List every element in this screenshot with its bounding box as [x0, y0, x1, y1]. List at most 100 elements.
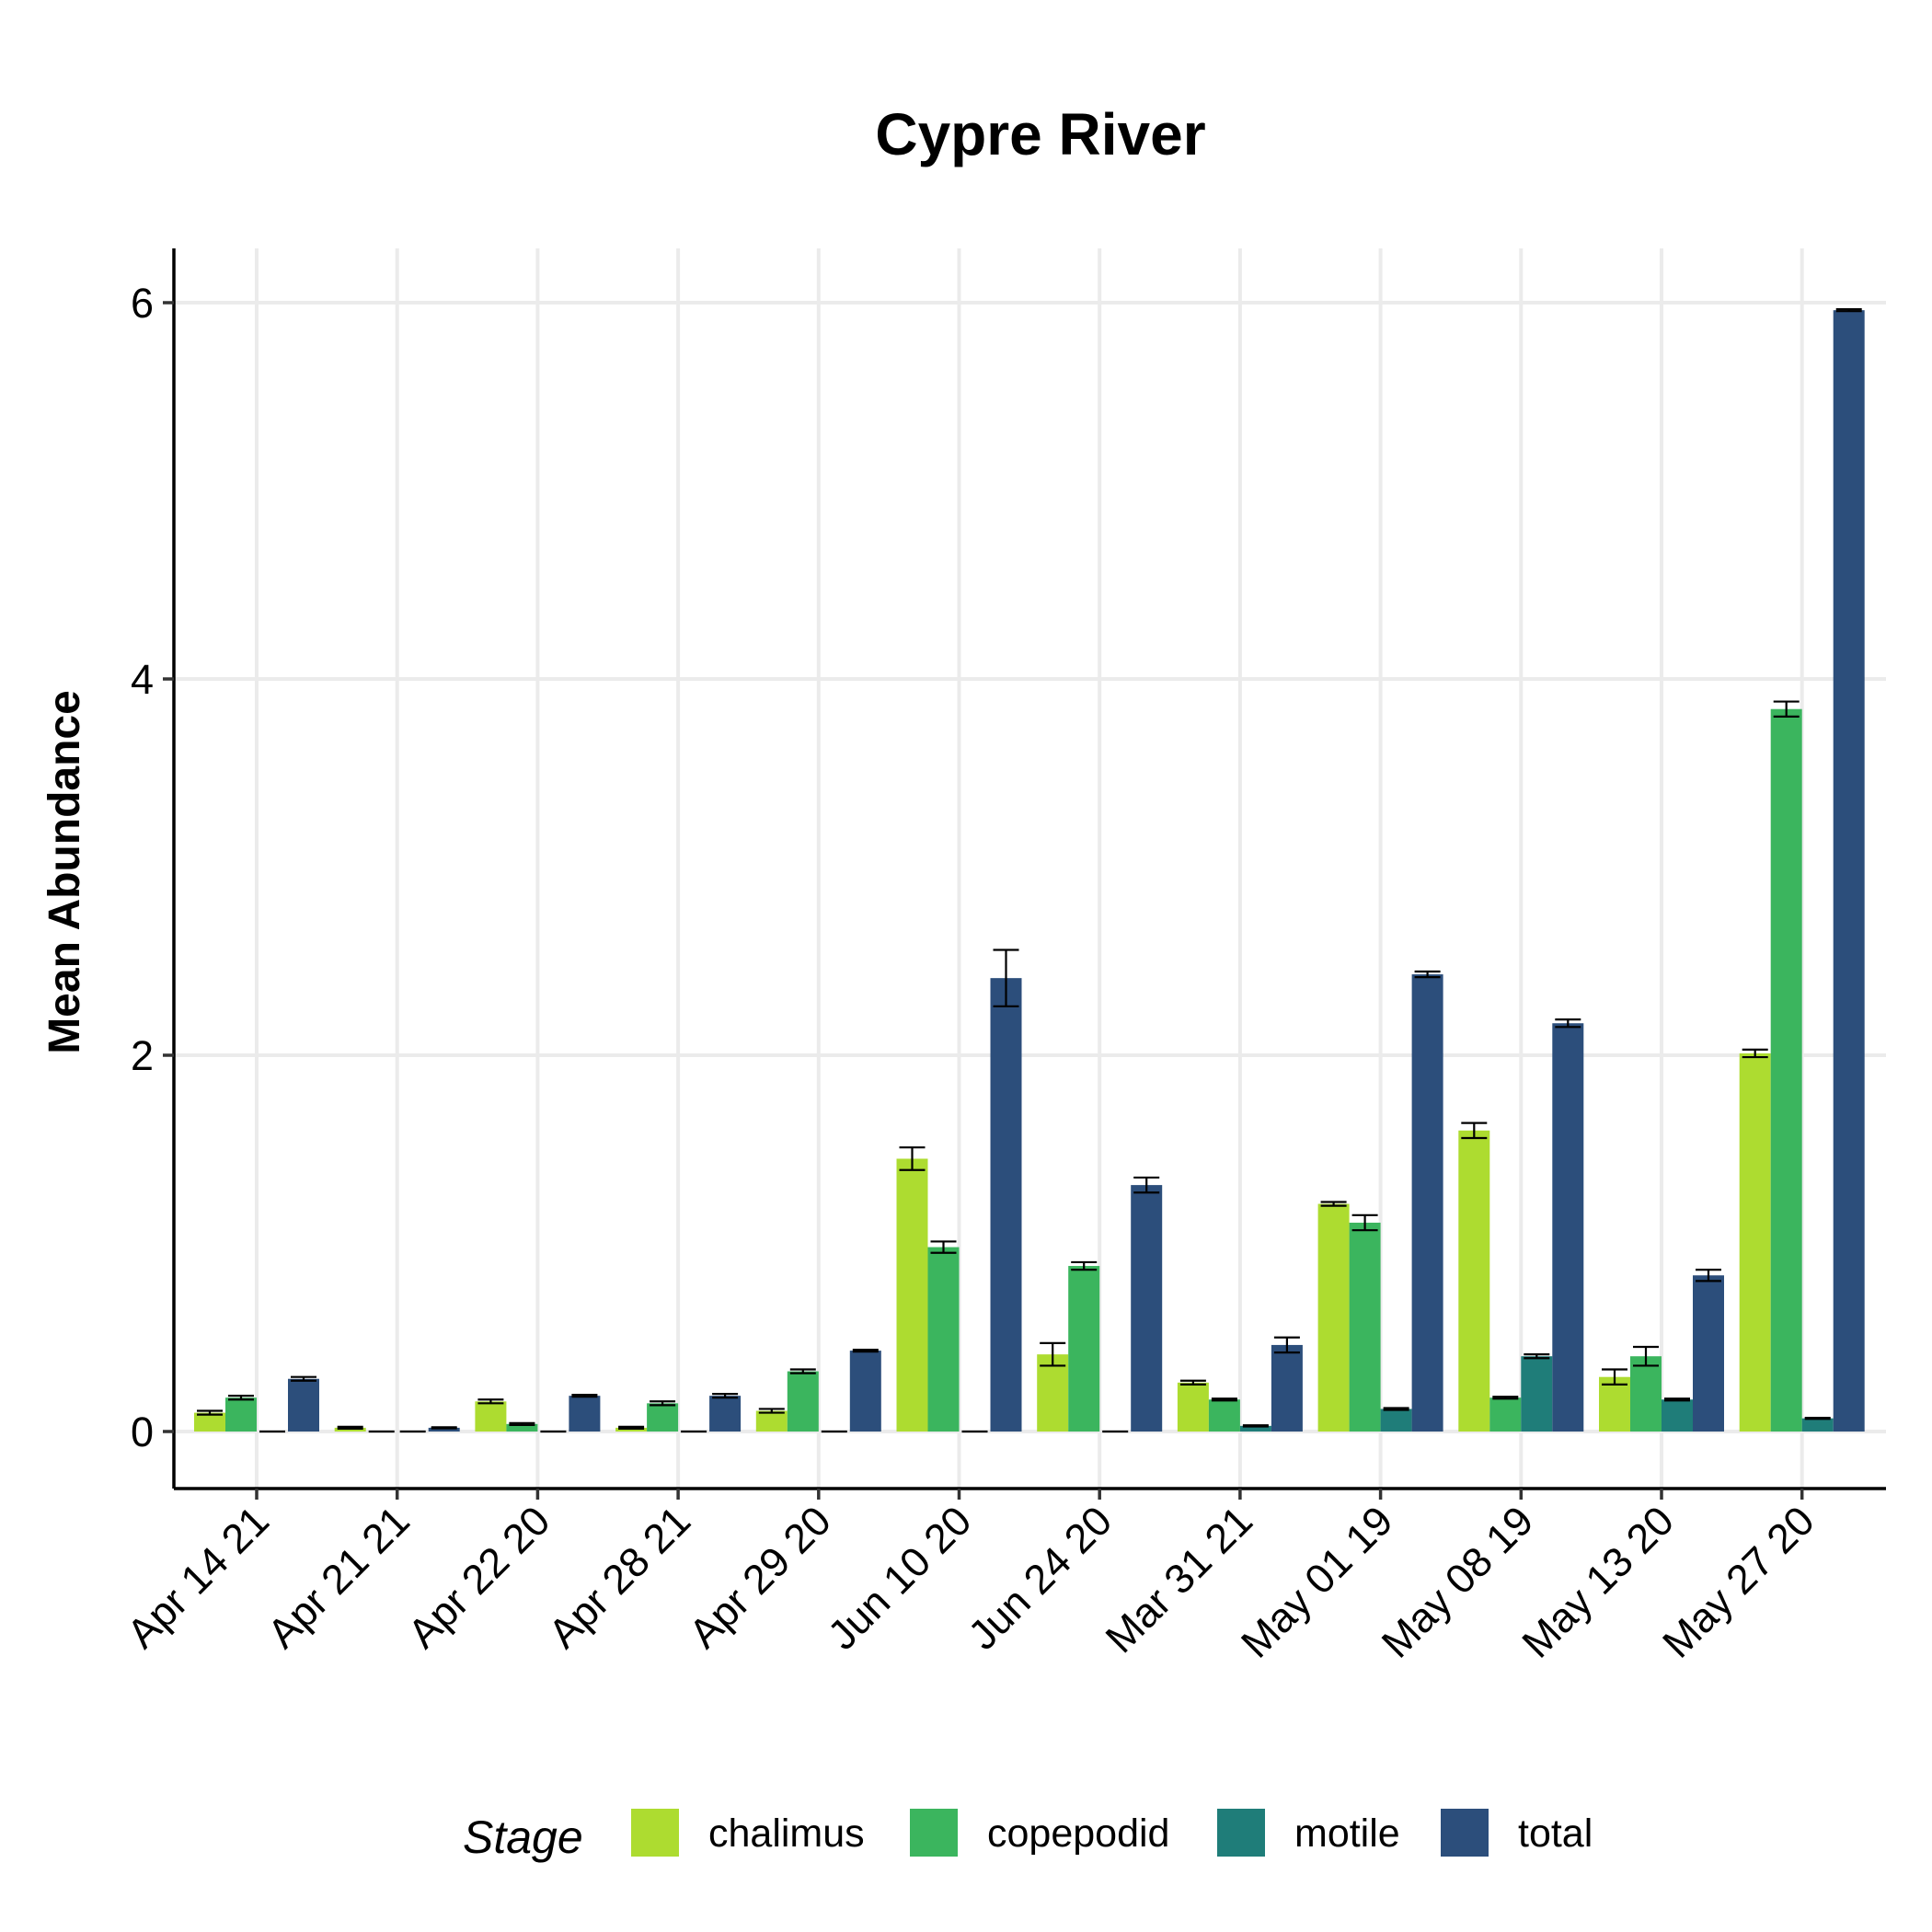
x-tick-label: Apr 29 20 — [680, 1497, 840, 1657]
error-bar — [1602, 1368, 1627, 1386]
bar-chalimus — [1317, 1203, 1350, 1432]
legend-label-copepodid: copepodid — [987, 1811, 1169, 1856]
grid-lines — [174, 248, 1886, 1489]
error-bar — [1773, 700, 1800, 719]
x-tick-label: Apr 22 20 — [398, 1497, 558, 1657]
bar-total — [1411, 974, 1443, 1432]
error-bar — [1524, 1353, 1550, 1360]
error-bar — [1351, 1213, 1378, 1232]
legend-title: Stage — [463, 1811, 583, 1863]
bars-group — [194, 310, 1865, 1432]
error-bar — [1242, 1424, 1269, 1428]
bar-total — [288, 1378, 319, 1432]
error-bar — [930, 1240, 957, 1254]
error-bar — [1071, 1260, 1098, 1271]
y-tick-label: 0 — [131, 1409, 154, 1455]
y-tick-label: 4 — [131, 656, 154, 703]
x-tick-label: May 13 20 — [1512, 1497, 1683, 1667]
legend-key-motile — [1217, 1809, 1265, 1857]
error-bar — [431, 1426, 457, 1430]
error-bar — [1742, 1048, 1768, 1059]
error-bar — [1211, 1397, 1237, 1402]
legend-label-chalimus: chalimus — [708, 1811, 865, 1856]
error-bar — [197, 1409, 223, 1416]
bar-motile — [1662, 1399, 1693, 1432]
bar-chalimus — [896, 1158, 928, 1432]
error-bar — [1492, 1396, 1519, 1400]
error-bar — [618, 1425, 645, 1431]
bar-copepodid — [1630, 1356, 1662, 1432]
bar-total — [1271, 1344, 1303, 1432]
bar-chalimus — [194, 1412, 225, 1432]
y-tick-label: 6 — [131, 280, 154, 327]
legend-label-total: total — [1518, 1811, 1593, 1856]
bar-copepodid — [1489, 1397, 1522, 1432]
y-tick-labels: 0 2 4 6 — [131, 280, 154, 1455]
bar-total — [1131, 1185, 1163, 1432]
error-bar — [337, 1425, 363, 1431]
bar-motile — [1380, 1409, 1412, 1432]
bar-motile — [1239, 1425, 1271, 1432]
x-tick-label: Apr 14 21 — [118, 1497, 278, 1657]
error-bar — [1696, 1269, 1721, 1282]
bar-total — [569, 1396, 601, 1432]
bar-copepodid — [787, 1371, 819, 1432]
bar-chalimus — [1739, 1052, 1771, 1432]
bar-total — [1833, 310, 1865, 1432]
bar-total — [990, 978, 1022, 1432]
legend-key-chalimus — [631, 1809, 679, 1857]
legend-label-motile: motile — [1294, 1811, 1400, 1856]
bar-chalimus — [475, 1401, 507, 1432]
error-bar — [1633, 1345, 1659, 1367]
error-bar — [1664, 1397, 1690, 1402]
x-tick-label: Apr 28 21 — [539, 1497, 699, 1657]
x-tick-label: May 27 20 — [1653, 1497, 1823, 1667]
x-tick-label: May 08 19 — [1373, 1497, 1543, 1667]
bar-total — [1552, 1023, 1584, 1432]
bar-chalimus — [1458, 1130, 1490, 1432]
bar-chalimus — [1599, 1376, 1630, 1432]
bar-chalimus — [755, 1410, 788, 1432]
bar-total — [1693, 1275, 1724, 1432]
bar-copepodid — [1208, 1399, 1240, 1432]
legend: Stage chalimus copepodid motile total — [463, 1809, 1593, 1863]
bar-copepodid — [1349, 1223, 1381, 1432]
error-bar — [477, 1398, 504, 1405]
bar-chalimus — [1037, 1354, 1069, 1432]
bar-total — [428, 1427, 460, 1432]
chart-title: Cypre River — [875, 101, 1205, 167]
bar-total — [849, 1351, 881, 1432]
error-bar — [1179, 1379, 1206, 1386]
bar-copepodid — [927, 1247, 960, 1432]
error-bar — [650, 1400, 676, 1407]
legend-key-total — [1441, 1809, 1489, 1857]
error-bar — [712, 1392, 739, 1399]
error-bars-group — [197, 308, 1862, 1433]
error-bar — [1804, 1416, 1831, 1420]
bar-motile — [1521, 1356, 1553, 1432]
x-tick-label: May 01 19 — [1232, 1497, 1402, 1667]
y-tick-label: 2 — [131, 1032, 154, 1079]
error-bar — [571, 1394, 598, 1398]
bar-total — [709, 1396, 742, 1432]
error-bar — [228, 1395, 254, 1401]
bar-motile — [1801, 1418, 1834, 1432]
legend-key-copepodid — [910, 1809, 958, 1857]
error-bar — [1414, 970, 1441, 979]
error-bar — [993, 949, 1019, 1007]
error-bar — [1040, 1341, 1066, 1367]
error-bar — [291, 1375, 316, 1382]
bar-copepodid — [506, 1423, 538, 1432]
error-bar — [1320, 1201, 1347, 1207]
bar-copepodid — [1770, 708, 1802, 1432]
error-bar — [758, 1408, 785, 1414]
x-tick-label: Apr 21 21 — [259, 1497, 419, 1657]
error-bar — [1555, 1018, 1581, 1029]
y-axis-label: Mean Abundance — [40, 690, 89, 1054]
bar-chalimus — [1177, 1382, 1209, 1432]
bar-copepodid — [647, 1403, 679, 1432]
error-bar — [1273, 1336, 1300, 1354]
axes — [163, 248, 1886, 1500]
error-bar — [789, 1368, 816, 1374]
